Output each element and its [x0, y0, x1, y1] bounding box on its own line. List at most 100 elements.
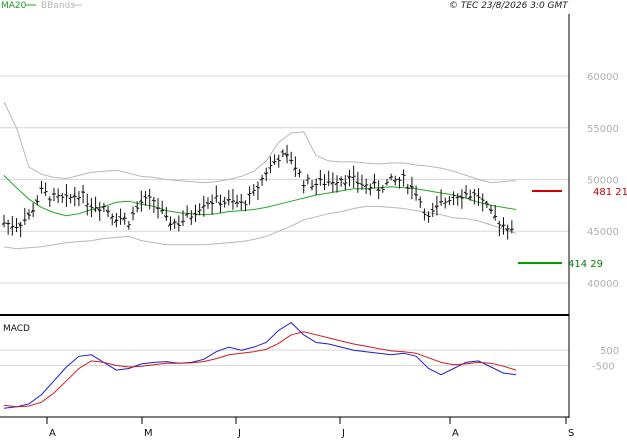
legend-ma20: MA20 [1, 1, 27, 11]
ohlc-open-tick [413, 193, 417, 197]
price-tick-label: 60000 [587, 72, 619, 83]
ohlc-open-tick [492, 214, 496, 219]
ohlc-open-tick [72, 193, 76, 198]
ohlc-open-tick [76, 197, 80, 201]
ohlc-open-tick [64, 194, 67, 196]
ohlc-open-tick [276, 157, 280, 161]
ohlc-open-tick [193, 212, 196, 215]
ohlc-open-tick [101, 206, 105, 210]
ohlc-open-tick [501, 223, 504, 228]
ohlc-open-tick [342, 182, 346, 186]
legend-bbands: BBands [41, 1, 75, 11]
ohlc-open-tick [239, 201, 242, 204]
ohlc-open-tick [347, 175, 350, 180]
macd-gridlines [0, 349, 569, 366]
ohlc-open-tick [505, 227, 509, 232]
ohlc-open-tick [363, 184, 367, 188]
ohlc-open-tick [334, 182, 338, 186]
ohlc-open-tick [288, 159, 292, 162]
ohlc-open-tick [451, 196, 454, 199]
ohlc-open-tick [476, 194, 479, 197]
ohlc-open-tick [84, 204, 88, 207]
ohlc-open-tick [205, 202, 209, 205]
ohlc-open-tick [251, 191, 254, 194]
ohlc-open-tick [130, 211, 134, 214]
ohlc-open-tick [318, 177, 321, 180]
ohlc-open-tick [160, 210, 163, 212]
ohlc-open-tick [168, 221, 171, 228]
ohlc-open-tick [126, 225, 130, 228]
ohlc-open-tick [405, 186, 409, 189]
price-gridlines [0, 75, 569, 284]
ohlc-open-tick [330, 181, 334, 185]
support-label: 414 29 [568, 259, 603, 270]
ohlc-open-tick [447, 200, 450, 203]
ohlc-open-tick [263, 172, 267, 175]
bollinger-bands [3, 101, 517, 250]
ohlc-open-tick [272, 160, 275, 165]
ohlc-open-tick [234, 201, 238, 205]
ohlc-open-tick [5, 222, 9, 225]
ohlc-open-tick [297, 172, 300, 175]
macd-tick-labels: -500 500 [592, 346, 619, 372]
ohlc-open-tick [68, 197, 71, 200]
macd-line [3, 321, 517, 409]
month-label: J [237, 428, 241, 439]
ohlc-open-tick [459, 195, 463, 199]
ohlc-open-tick [355, 181, 359, 185]
price-tick-labels: 40000 45000 50000 55000 60000 [587, 72, 619, 290]
price-tick-label: 40000 [587, 279, 619, 290]
ohlc-open-tick [214, 197, 217, 199]
ohlc-open-tick [226, 198, 230, 202]
signal-line [3, 331, 517, 408]
ohlc-open-tick [197, 210, 200, 213]
ohlc-bars [1, 144, 514, 240]
macd-tick-label: 500 [600, 346, 619, 357]
ohlc-open-tick [488, 208, 492, 212]
price-tick-label: 55000 [587, 124, 619, 135]
ohlc-open-tick [122, 216, 126, 221]
ohlc-open-tick [176, 222, 180, 226]
ohlc-open-tick [172, 221, 176, 225]
price-tick-label: 45000 [587, 227, 619, 238]
ohlc-open-tick [247, 193, 250, 197]
ohlc-open-tick [30, 209, 34, 214]
ohlc-open-tick [463, 191, 467, 195]
ohlc-open-tick [134, 205, 138, 208]
ohlc-open-tick [409, 184, 413, 189]
ohlc-open-tick [22, 219, 25, 221]
ohlc-open-tick [284, 152, 288, 158]
ohlc-open-tick [338, 177, 342, 181]
ohlc-open-tick [292, 167, 296, 171]
resistance-label: 481 21 [593, 187, 627, 198]
month-label: S [568, 428, 574, 439]
ohlc-open-tick [189, 217, 192, 220]
ma20-line [3, 175, 517, 217]
ohlc-open-tick [1, 222, 5, 225]
ohlc-open-tick [259, 178, 263, 181]
ohlc-open-tick [309, 186, 313, 189]
month-label: M [144, 428, 153, 439]
ohlc-open-tick [80, 191, 84, 193]
ohlc-open-tick [359, 183, 363, 186]
month-label: J [341, 428, 345, 439]
copyright-text: © TEC 23/8/2026 3:0 GMT [449, 1, 569, 11]
ohlc-open-tick [184, 213, 188, 216]
ohlc-open-tick [384, 182, 388, 185]
ohlc-open-tick [472, 191, 475, 194]
ohlc-open-tick [376, 188, 380, 192]
ohlc-open-tick [280, 150, 284, 153]
ohlc-open-tick [109, 216, 113, 219]
ohlc-open-tick [434, 205, 438, 209]
ohlc-open-tick [509, 229, 512, 231]
macd-tick-label: -500 [592, 361, 615, 372]
price-tick-label: 50000 [587, 176, 619, 187]
macd-title: MACD [3, 324, 30, 334]
bband-upper-line [3, 101, 517, 184]
ohlc-open-tick [484, 201, 488, 204]
ohlc-open-tick [372, 180, 375, 185]
ohlc-open-tick [243, 202, 246, 204]
macd-lines [3, 321, 517, 409]
